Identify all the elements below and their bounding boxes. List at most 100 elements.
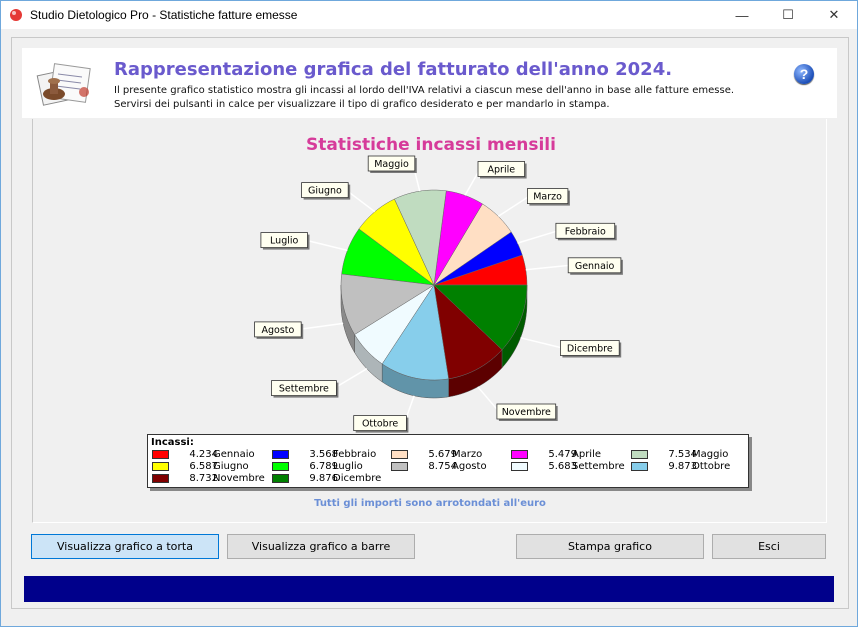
leader-line-novembre	[477, 386, 500, 412]
slice-label-box	[271, 380, 337, 397]
legend-value: 3.568	[309, 449, 338, 460]
legend-entry-settembre: 5.683 Settembre	[511, 461, 629, 473]
leader-line-agosto	[299, 322, 344, 331]
legend-name: Ottobre	[692, 461, 731, 472]
legend-name: Maggio	[692, 449, 729, 460]
legend-swatch	[391, 450, 408, 459]
slice-label-box	[477, 161, 525, 177]
legend-value: 6.789	[309, 461, 338, 472]
leader-line-aprile	[464, 168, 481, 196]
slice-label-agosto: Agosto	[261, 325, 294, 336]
legend-entry-giugno: 6.587 Giugno	[152, 461, 270, 473]
legend-name: Novembre	[213, 473, 265, 484]
leader-line-giugno	[345, 189, 376, 213]
legend-name: Febbraio	[333, 449, 377, 460]
documents-stamp-icon	[36, 63, 91, 106]
leader-line-dicembre	[520, 337, 563, 349]
slice-label-box	[560, 340, 620, 356]
title-bar: Studio Dietologico Pro - Statistiche fat…	[1, 1, 857, 29]
legend-value: 9.873	[668, 461, 697, 472]
help-icon[interactable]: ?	[794, 64, 814, 84]
legend-name: Marzo	[452, 449, 483, 460]
pie-slice-ottobre	[381, 284, 449, 381]
leader-line-luglio	[305, 239, 348, 252]
leader-line-gennaio	[525, 264, 571, 271]
legend-value: 9.876	[309, 473, 338, 484]
legend-name: Giugno	[213, 461, 249, 472]
legend-value: 5.679	[428, 449, 457, 460]
legend-name: Settembre	[572, 461, 625, 472]
rounding-note: Tutti gli importi sono arrotondati all'e…	[314, 498, 546, 509]
close-button[interactable]: ✕	[828, 7, 840, 22]
slice-label-box	[301, 182, 349, 199]
slice-label-box	[260, 232, 308, 249]
slice-label-box	[254, 321, 302, 338]
legend-swatch	[511, 450, 528, 459]
print-chart-button[interactable]: Stampa grafico	[516, 534, 704, 559]
legend-entry-febbraio: 3.568 Febbraio	[272, 449, 390, 461]
legend-entry-luglio: 6.789 Luglio	[272, 461, 390, 473]
slice-label-novembre: Novembre	[502, 407, 551, 418]
app-logo-icon	[10, 9, 22, 21]
description-line-2: Servirsi dei pulsanti in calce per visua…	[114, 99, 610, 110]
legend-swatch	[391, 462, 408, 471]
pie-slice-settembre	[354, 284, 435, 365]
pie-slice-dicembre	[433, 284, 528, 351]
description-line-1: Il presente grafico statistico mostra gl…	[114, 85, 735, 96]
maximize-button[interactable]: ☐	[782, 7, 794, 22]
legend-entry-aprile: 5.479 Aprile	[511, 449, 629, 461]
slice-label-dicembre: Dicembre	[567, 344, 613, 355]
slice-label-box	[555, 222, 616, 239]
legend-name: Agosto	[452, 461, 487, 472]
pie-slice-aprile	[433, 190, 483, 286]
legend-swatch	[152, 462, 169, 471]
slice-label-marzo: Marzo	[533, 192, 562, 203]
legend-swatch	[272, 462, 289, 471]
pie-chart-button[interactable]: Visualizza grafico a torta	[31, 534, 219, 559]
exit-button[interactable]: Esci	[712, 534, 826, 559]
chart-legend: Incassi: 4.234 Gennaio 3.568 Febbraio 5.679 M…	[147, 434, 749, 488]
slice-label-giugno: Giugno	[308, 186, 342, 197]
legend-entry-dicembre: 9.876 Dicembre	[272, 473, 390, 485]
legend-swatch	[631, 450, 648, 459]
legend-entry-maggio: 7.534 Maggio	[631, 449, 749, 461]
slice-label-maggio: Maggio	[374, 159, 409, 170]
slice-label-aprile: Aprile	[488, 165, 516, 176]
legend-swatch	[152, 474, 169, 483]
slice-label-box	[567, 257, 622, 274]
pie-slice-gennaio	[433, 254, 528, 286]
legend-swatch	[272, 474, 289, 483]
legend-entry-novembre: 8.732 Novembre	[152, 473, 270, 485]
legend-entry-ottobre: 9.873 Ottobre	[631, 461, 749, 473]
pie-slice-marzo	[433, 203, 512, 286]
legend-entry-agosto: 8.754 Agosto	[391, 461, 509, 473]
legend-value: 4.234	[189, 449, 218, 460]
legend-value: 6.587	[189, 461, 218, 472]
slice-label-box	[496, 403, 557, 420]
legend-value: 5.683	[548, 461, 577, 472]
pie-slice-agosto	[340, 273, 435, 335]
legend-title: Incassi:	[151, 437, 194, 448]
legend-entry-gennaio: 4.234 Gennaio	[152, 449, 270, 461]
pie-slice-giugno	[358, 198, 435, 286]
minimize-button[interactable]: —	[735, 7, 749, 23]
legend-swatch	[511, 462, 528, 471]
bar-chart-button[interactable]: Visualizza grafico a barre	[227, 534, 415, 559]
legend-name: Dicembre	[333, 473, 382, 484]
page-title: Rappresentazione grafica del fatturato d…	[114, 59, 673, 80]
slice-label-luglio: Luglio	[270, 236, 298, 247]
header-panel: Rappresentazione grafica del fatturato d…	[22, 48, 837, 118]
slice-label-box	[353, 415, 407, 432]
slice-label-ottobre: Ottobre	[362, 419, 398, 430]
slice-label-febbraio: Febbraio	[565, 226, 606, 237]
slice-label-gennaio: Gennaio	[575, 261, 615, 272]
legend-value: 7.534	[668, 449, 697, 460]
legend-swatch	[631, 462, 648, 471]
slice-label-box	[367, 155, 416, 172]
leader-line-settembre	[334, 368, 368, 389]
chart-title: Statistiche incassi mensili	[306, 135, 556, 155]
legend-name: Gennaio	[213, 449, 255, 460]
pie-slice-novembre	[433, 284, 503, 380]
